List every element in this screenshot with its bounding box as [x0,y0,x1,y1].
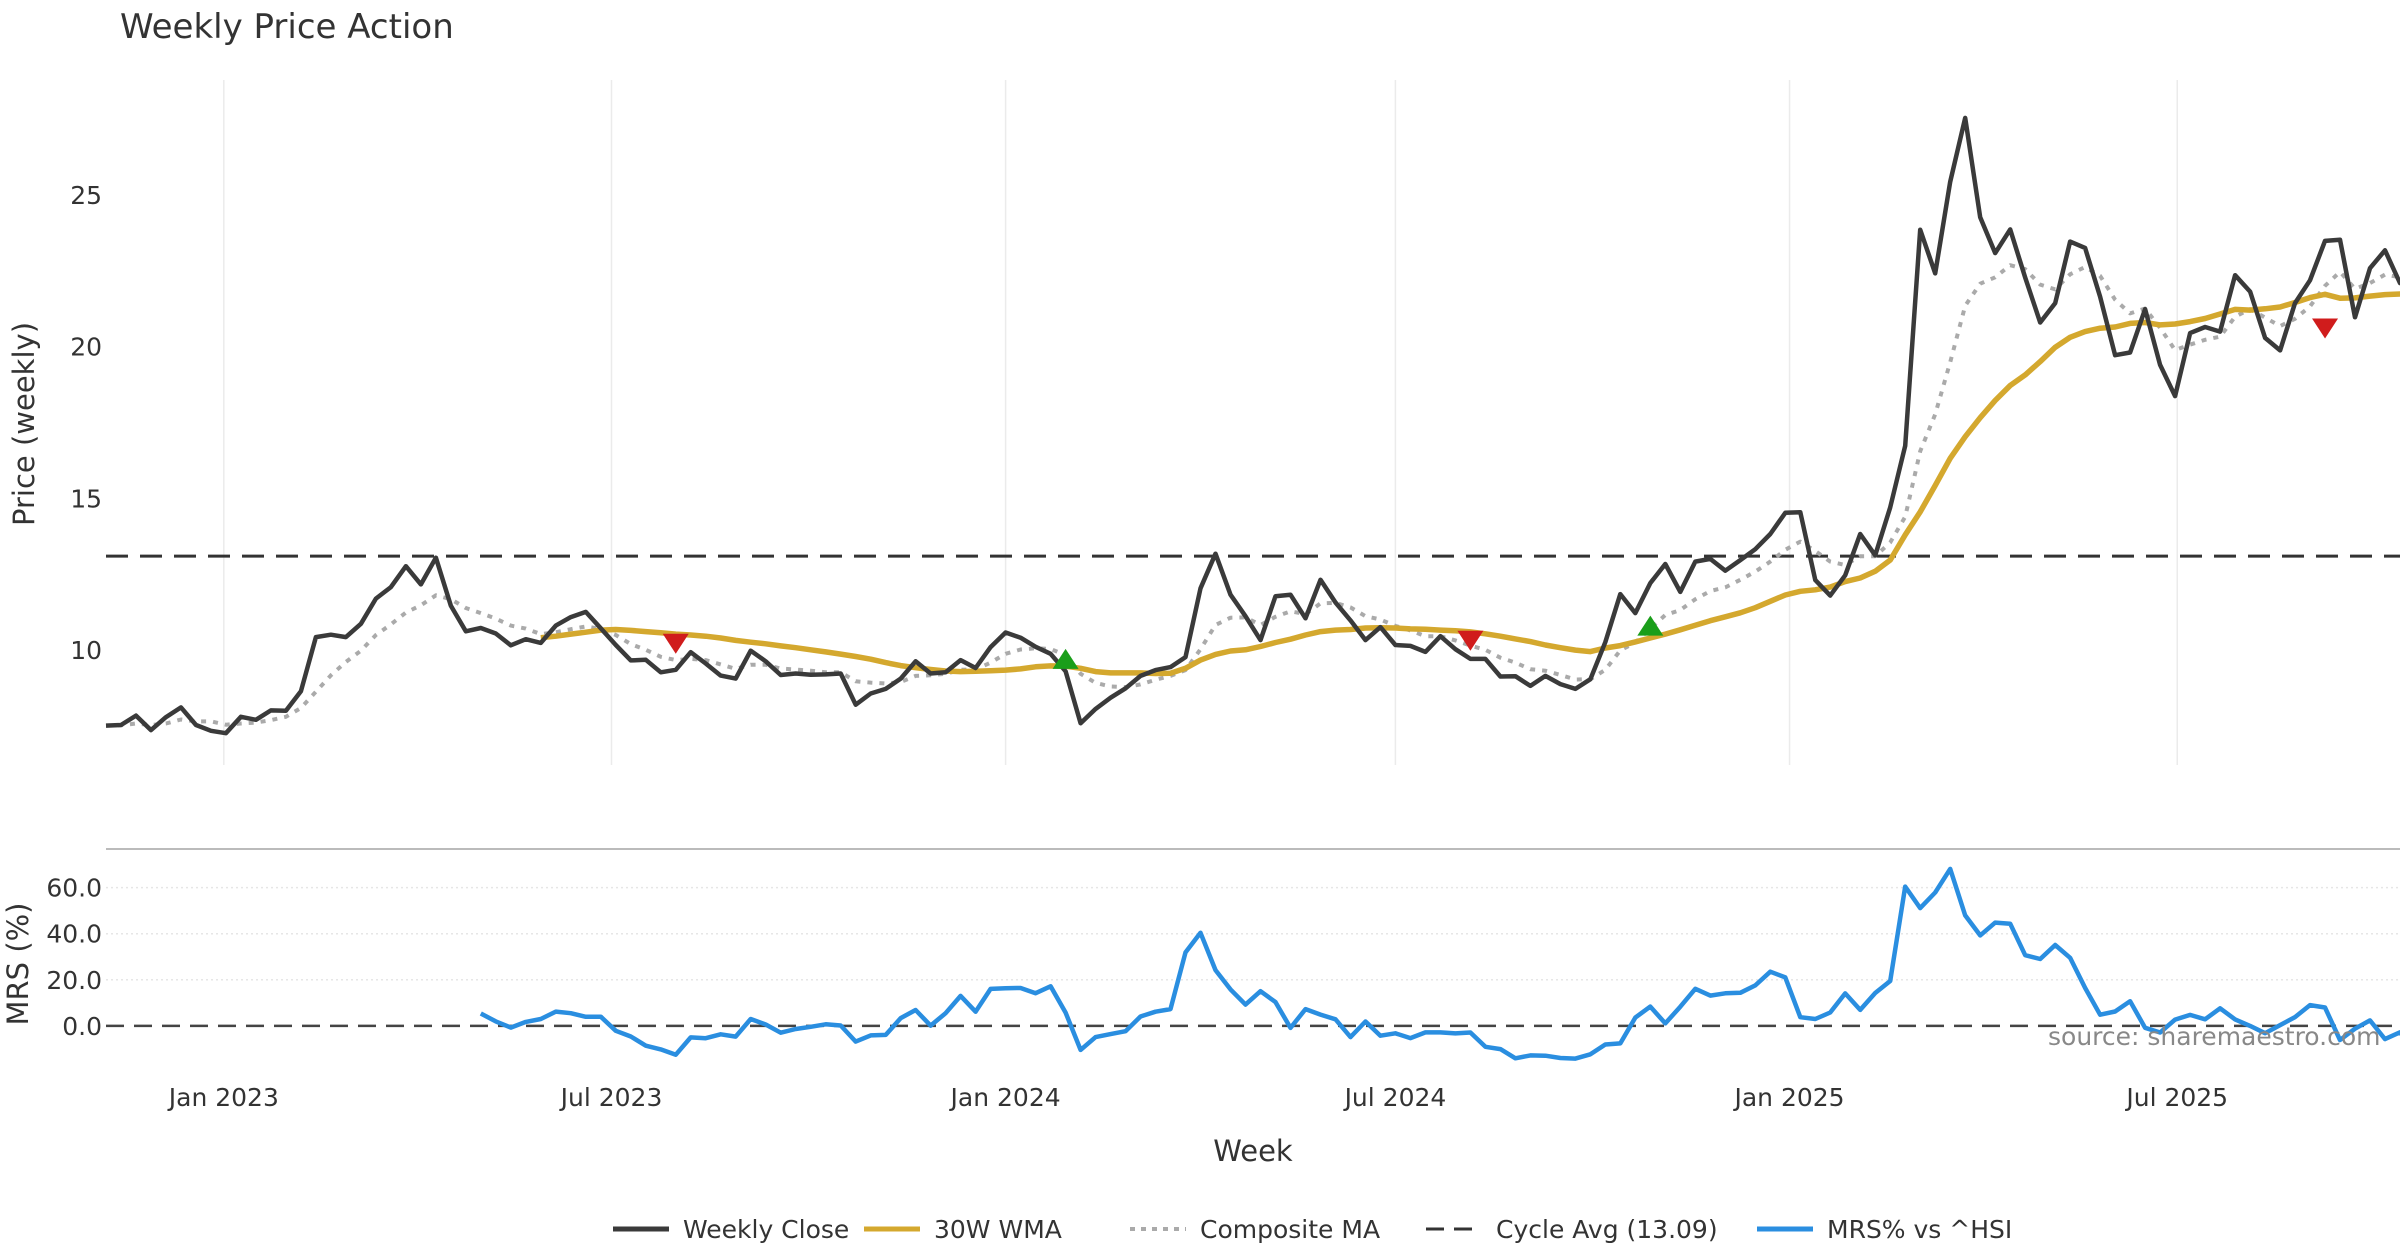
price-y-ticks: 10 15 20 25 [70,181,102,665]
x-tick-label: Jul 2024 [1343,1083,1447,1112]
legend-item: Composite MA [1130,1215,1380,1244]
source-note: source: sharemaestro.com [2048,1022,2381,1051]
x-axis-label: Week [1213,1134,1293,1168]
legend: Weekly Close 30W WMA Composite MA Cycle Avg… [613,1215,2012,1244]
x-tick-label: Jul 2023 [559,1083,663,1112]
legend-label: 30W WMA [934,1215,1062,1244]
mrs-y-tick-label: 0.0 [62,1012,102,1041]
price-y-tick-label: 20 [70,333,102,362]
x-tick-label: Jan 2025 [1732,1083,1844,1112]
price-vertical-gridlines [223,80,2178,765]
mrs-y-tick-label: 40.0 [46,920,102,949]
mrs-y-axis-label: MRS (%) [1,903,35,1026]
mrs-y-ticks: 0.0 20.0 40.0 60.0 [46,874,102,1041]
wma-30w-line [540,291,2400,677]
mrs-horizontal-gridlines [106,886,2400,981]
x-tick-label: Jan 2023 [167,1083,279,1112]
price-y-tick-label: 10 [70,636,102,665]
price-y-tick-label: 15 [70,484,102,513]
x-axis-ticks: Jan 2023 Jul 2023 Jan 2024 Jul 2024 Jan 2025… [167,1083,2228,1112]
mrs-y-tick-label: 60.0 [46,874,102,903]
x-tick-label: Jul 2025 [2124,1083,2228,1112]
legend-item: 30W WMA [864,1215,1062,1244]
buy-signal-marker [1052,648,1079,669]
mrs-y-tick-label: 20.0 [46,966,102,995]
price-y-tick-label: 25 [70,181,102,210]
legend-label: Composite MA [1200,1215,1380,1244]
mrs-line [479,866,2400,1061]
composite-ma-line [105,263,2400,728]
weekly-close-line [105,115,2400,736]
legend-label: Weekly Close [683,1215,849,1244]
legend-item: MRS% vs ^HSI [1757,1215,2012,1244]
legend-item: Cycle Avg (13.09) [1426,1215,1718,1244]
legend-label: Cycle Avg (13.09) [1496,1215,1718,1244]
price-y-axis-label: Price (weekly) [7,322,41,526]
buy-signal-marker [1637,615,1664,636]
sell-signal-marker [2312,318,2339,339]
sell-signal-marker [1457,630,1484,651]
sell-signal-marker [662,633,689,654]
chart-title: Weekly Price Action [120,7,454,47]
legend-item: Weekly Close [613,1215,849,1244]
legend-label: MRS% vs ^HSI [1827,1215,2012,1244]
x-tick-label: Jan 2024 [949,1083,1061,1112]
price-panel: 10 15 20 25 Price (weekly) [7,80,2400,765]
signal-markers [662,318,2339,669]
mrs-panel: 0.0 20.0 40.0 60.0 MRS (%) source: sharemae… [1,866,2400,1061]
